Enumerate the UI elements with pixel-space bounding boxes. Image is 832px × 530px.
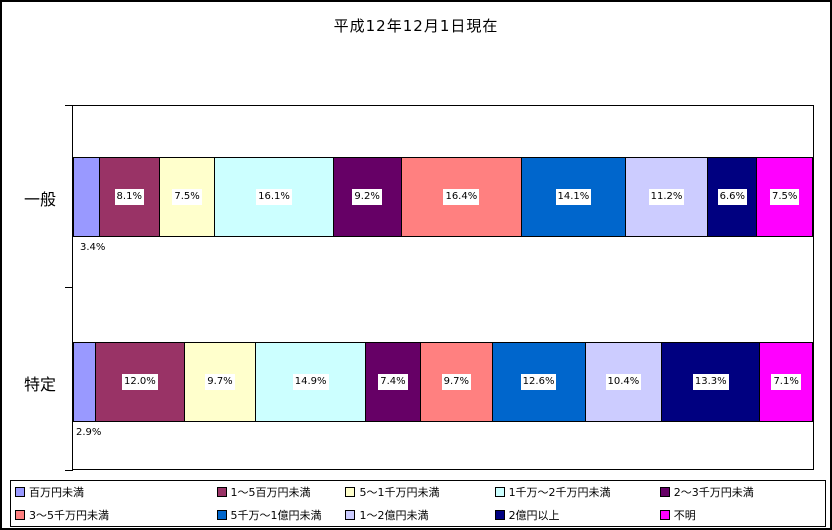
bar-segment: 7.5% (158, 157, 216, 237)
chart-title: 平成12年12月1日現在 (333, 17, 499, 35)
legend-swatch (659, 487, 670, 498)
bar-segment: 12.0% (95, 342, 185, 422)
legend-label: 百万円未満 (29, 486, 84, 500)
segment-data-label: 6.6% (717, 189, 748, 205)
stacked-bar-general: 8.1% 7.5% 16.1% 9.2% 16.4% 14.1% 11.2% 6.6% 7.5% (73, 157, 813, 237)
legend-label: 1千万～2千万円未満 (508, 486, 611, 500)
segment-data-label: 7.4% (378, 374, 408, 390)
segment-data-label: 10.4% (605, 374, 642, 390)
bar-segment: 10.4% (584, 342, 663, 422)
legend-item: 3～5千万円未満 (15, 507, 217, 523)
stacked-bar-specific: 12.0% 9.7% 14.9% 7.4% 9.7% 12.6% 10.4% 13.3% 7.1… (73, 342, 814, 422)
segment-data-label: 12.6% (520, 374, 557, 390)
bar-segment: 11.2% (624, 157, 709, 237)
axis-tick (65, 287, 73, 288)
bar-segment: 16.4% (400, 157, 523, 237)
category-label-specific: 特定 (23, 375, 56, 394)
segment-data-label: 9.7% (441, 374, 471, 390)
first-segment-label-specific: 2.9% (75, 427, 103, 439)
plot-area: 8.1% 7.5% 16.1% 9.2% 16.4% 14.1% 11.2% 6.6% 7.5%… (72, 105, 814, 470)
segment-data-label: 9.2% (352, 189, 382, 205)
legend-swatch (659, 509, 670, 520)
segment-data-label: 16.4% (443, 189, 480, 205)
legend-swatch (216, 487, 227, 498)
bar-segment: 14.9% (255, 342, 366, 422)
legend-label: 2億円以上 (508, 508, 560, 522)
legend-label: 5～1千万円未満 (359, 486, 440, 500)
axis-tick (65, 105, 73, 106)
bar-segment (73, 342, 97, 422)
segment-data-label: 8.1% (114, 189, 144, 205)
legend-item: 不明 (659, 507, 821, 523)
bar-segment: 9.7% (419, 342, 493, 422)
axis-tick (65, 470, 73, 471)
segment-data-label: 12.0% (121, 374, 158, 390)
legend-item: 2億円以上 (494, 507, 660, 523)
bar-segment: 9.7% (183, 342, 257, 422)
legend-item: 5～1千万円未満 (345, 484, 494, 500)
bar-segment: 13.3% (661, 342, 761, 422)
legend-label: 2～3千万円未満 (673, 486, 754, 500)
segment-data-label: 14.9% (292, 374, 329, 390)
bar-segment: 9.2% (332, 157, 402, 237)
first-segment-label-general: 3.4% (79, 242, 107, 254)
category-label-general: 一般 (23, 190, 56, 209)
legend-swatch (494, 509, 505, 520)
segment-data-label: 16.1% (256, 189, 292, 205)
legend-label: 1～5百万円未満 (230, 486, 311, 500)
legend-item: 1～2億円未満 (345, 507, 494, 523)
legend-item: 百万円未満 (15, 484, 217, 500)
legend-item: 1～5百万円未満 (216, 484, 346, 500)
segment-data-label: 7.5% (769, 189, 800, 205)
legend-label: 5千万～1億円未満 (230, 508, 322, 522)
bar-segment: 7.5% (756, 157, 813, 237)
bar-segment: 7.1% (759, 342, 814, 422)
legend-swatch (216, 509, 227, 520)
legend-swatch (15, 487, 25, 498)
legend-swatch (345, 487, 356, 498)
bar-segment: 12.6% (491, 342, 586, 422)
legend-label: 3～5千万円未満 (29, 508, 109, 522)
legend-swatch (494, 487, 505, 498)
legend-item: 2～3千万円未満 (659, 484, 821, 500)
legend-swatch (15, 509, 25, 520)
bar-segment (73, 157, 100, 237)
segment-data-label: 14.1% (555, 189, 592, 205)
legend-label: 不明 (673, 508, 696, 522)
segment-data-label: 13.3% (692, 374, 729, 390)
legend: 百万円未満 1～5百万円未満 5～1千万円未満 1千万～2千万円未満 2～3千万円未満 3… (10, 480, 826, 527)
legend-label: 1～2億円未満 (359, 508, 429, 522)
segment-data-label: 9.7% (205, 374, 235, 390)
segment-data-label: 11.2% (648, 189, 685, 205)
segment-data-label: 7.5% (172, 189, 202, 205)
legend-item: 1千万～2千万円未満 (494, 484, 660, 500)
bar-segment: 8.1% (98, 157, 160, 237)
bar-segment: 14.1% (521, 157, 626, 237)
legend-swatch (345, 509, 356, 520)
bar-segment: 7.4% (364, 342, 421, 422)
bar-segment: 16.1% (214, 157, 334, 237)
bar-segment: 6.6% (707, 157, 758, 237)
legend-item: 5千万～1億円未満 (216, 507, 346, 523)
segment-data-label: 7.1% (771, 374, 801, 390)
